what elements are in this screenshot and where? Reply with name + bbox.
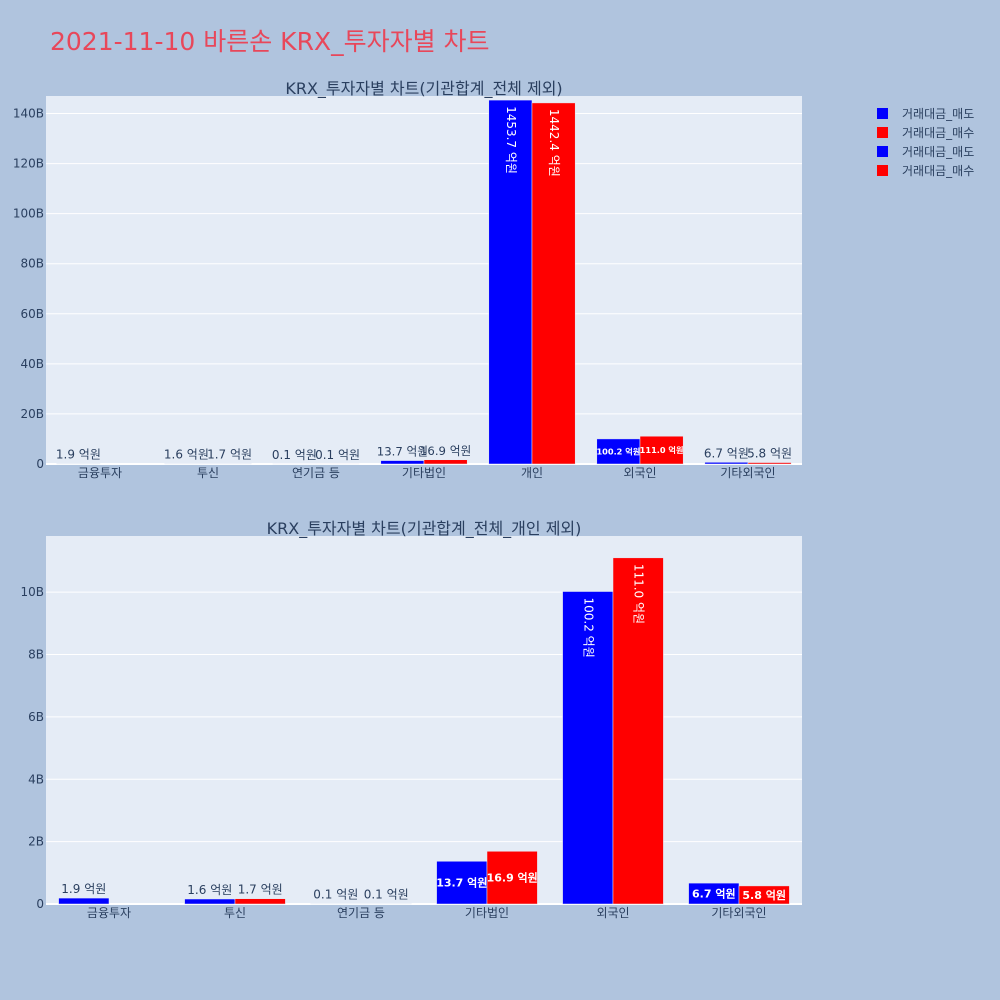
data-label: 5.8 억원 [747, 447, 792, 461]
bar [747, 462, 792, 465]
x-tick-label: 기타외국인 [720, 466, 775, 480]
legend-label[interactable]: 거래대금_매수 [902, 164, 974, 178]
data-label: 100.2 억원 [581, 598, 595, 658]
data-label: 13.7 억원 [436, 875, 487, 889]
y-tick-label: 120B [13, 157, 44, 171]
data-label: 1.9 억원 [56, 448, 101, 462]
y-tick-label: 0 [36, 897, 44, 911]
plot-area [46, 96, 802, 464]
bar [639, 435, 684, 465]
y-tick-label: 10B [20, 585, 44, 599]
legend-swatch[interactable] [877, 108, 888, 119]
y-tick-label: 40B [20, 357, 44, 371]
data-label: 1.9 억원 [61, 882, 106, 896]
x-tick-label: 외국인 [623, 466, 656, 480]
data-label: 1.6 억원 [187, 883, 232, 897]
bar [531, 102, 576, 465]
data-label: 1.7 억원 [238, 883, 283, 897]
x-tick-label: 금융투자 [87, 906, 131, 920]
page-title: 2021-11-10 바른손 KRX_투자자별 차트 [50, 27, 490, 56]
x-tick-label: 투신 [197, 466, 219, 480]
bar [704, 462, 749, 465]
bar [380, 460, 425, 465]
y-tick-label: 140B [13, 107, 44, 121]
legend-label[interactable]: 거래대금_매수 [902, 126, 974, 140]
data-label: 1442.4 억원 [547, 109, 561, 177]
x-tick-label: 연기금 등 [337, 906, 385, 920]
bar [562, 591, 614, 905]
data-label: 1.7 억원 [207, 448, 252, 462]
legend-label[interactable]: 거래대금_매도 [902, 145, 974, 159]
bar [184, 898, 236, 905]
y-tick-label: 20B [20, 407, 44, 421]
x-tick-label: 기타외국인 [711, 906, 766, 920]
data-label: 0.1 억원 [364, 888, 409, 902]
x-tick-label: 개인 [521, 466, 543, 480]
y-tick-label: 6B [28, 710, 44, 724]
data-label: 0.1 억원 [272, 448, 317, 462]
legend-swatch[interactable] [877, 146, 888, 157]
x-tick-label: 연기금 등 [292, 466, 340, 480]
data-label: 5.8 억원 [742, 888, 786, 902]
bar [486, 851, 538, 905]
data-label: 16.9 억원 [487, 870, 538, 884]
y-tick-label: 100B [13, 207, 44, 221]
x-tick-label: 금융투자 [78, 466, 122, 480]
y-tick-label: 0 [36, 457, 44, 471]
data-label: 100.2 억원 [596, 446, 640, 456]
x-tick-label: 외국인 [596, 906, 629, 920]
chart-title: KRX_투자자별 차트(기관합계_전체 제외) [285, 79, 562, 99]
data-label: 1453.7 억원 [504, 106, 518, 174]
bar [423, 459, 468, 465]
bar [58, 897, 110, 905]
data-label: 0.1 억원 [315, 448, 360, 462]
chart-bottom: 0 2B 4B 6B 8B 10B KRX_투자자별 차트(기관합계_전체_개인 제외) 금융… [20, 519, 802, 920]
bar [234, 898, 286, 905]
legend-swatch[interactable] [877, 165, 888, 176]
chart-top: 0 20B 40B 60B 80B 100B 120B 140B KRX_투자자별 차트(기관합… [13, 79, 802, 480]
legend-label[interactable]: 거래대금_매도 [902, 107, 974, 121]
x-tick-label: 기타법인 [465, 906, 509, 920]
data-label: 16.9 억원 [420, 444, 471, 458]
legend-swatch[interactable] [877, 127, 888, 138]
bar [738, 885, 790, 905]
chart-title: KRX_투자자별 차트(기관합계_전체_개인 제외) [267, 519, 582, 539]
y-tick-label: 2B [28, 835, 44, 849]
plot-area [46, 536, 802, 904]
y-tick-label: 8B [28, 648, 44, 662]
bar [596, 438, 641, 465]
bar [612, 557, 664, 905]
y-tick-label: 80B [20, 257, 44, 271]
data-label: 111.0 억원 [632, 564, 646, 624]
bar [488, 99, 533, 465]
x-tick-label: 기타법인 [402, 466, 446, 480]
data-label: 1.6 억원 [164, 448, 209, 462]
data-label: 13.7 억원 [377, 445, 428, 459]
data-label: 6.7 억원 [704, 446, 749, 460]
x-tick-label: 투신 [224, 906, 246, 920]
bar [436, 861, 488, 905]
y-tick-label: 60B [20, 307, 44, 321]
data-label: 6.7 억원 [692, 886, 736, 900]
data-label: 0.1 억원 [313, 888, 358, 902]
data-label: 111.0 억원 [640, 445, 684, 455]
y-tick-label: 4B [28, 772, 44, 786]
